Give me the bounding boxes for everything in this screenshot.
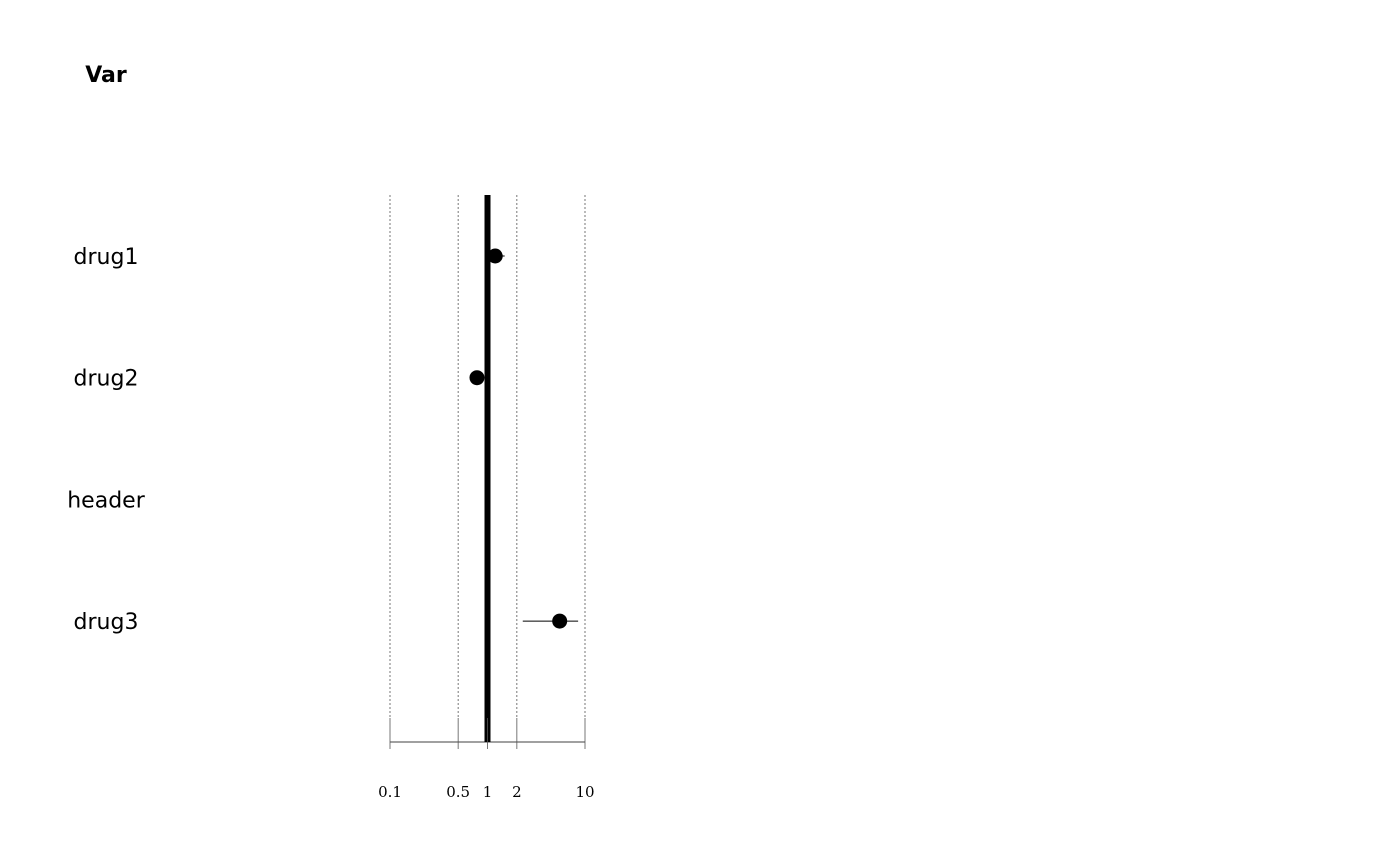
point-estimate (469, 370, 485, 386)
x-axis: 0.1 0.5 1 2 10 (378, 718, 595, 801)
estimates (469, 248, 579, 629)
point-estimate (552, 613, 568, 629)
x-tick-label: 2 (512, 783, 522, 801)
row-label: drug3 (74, 610, 139, 635)
gridlines (389, 195, 586, 718)
row-label: drug1 (74, 245, 139, 270)
row-label: drug2 (74, 367, 139, 392)
x-tick-label: 0.5 (446, 783, 470, 801)
x-tick-label: 1 (483, 783, 493, 801)
point-estimate (487, 248, 503, 264)
row-labels: drug1 drug2 header drug3 (67, 245, 145, 635)
x-tick-label: 0.1 (378, 783, 402, 801)
x-tick-label: 10 (575, 783, 594, 801)
row-label: header (67, 488, 145, 513)
column-header: Var (85, 63, 127, 88)
